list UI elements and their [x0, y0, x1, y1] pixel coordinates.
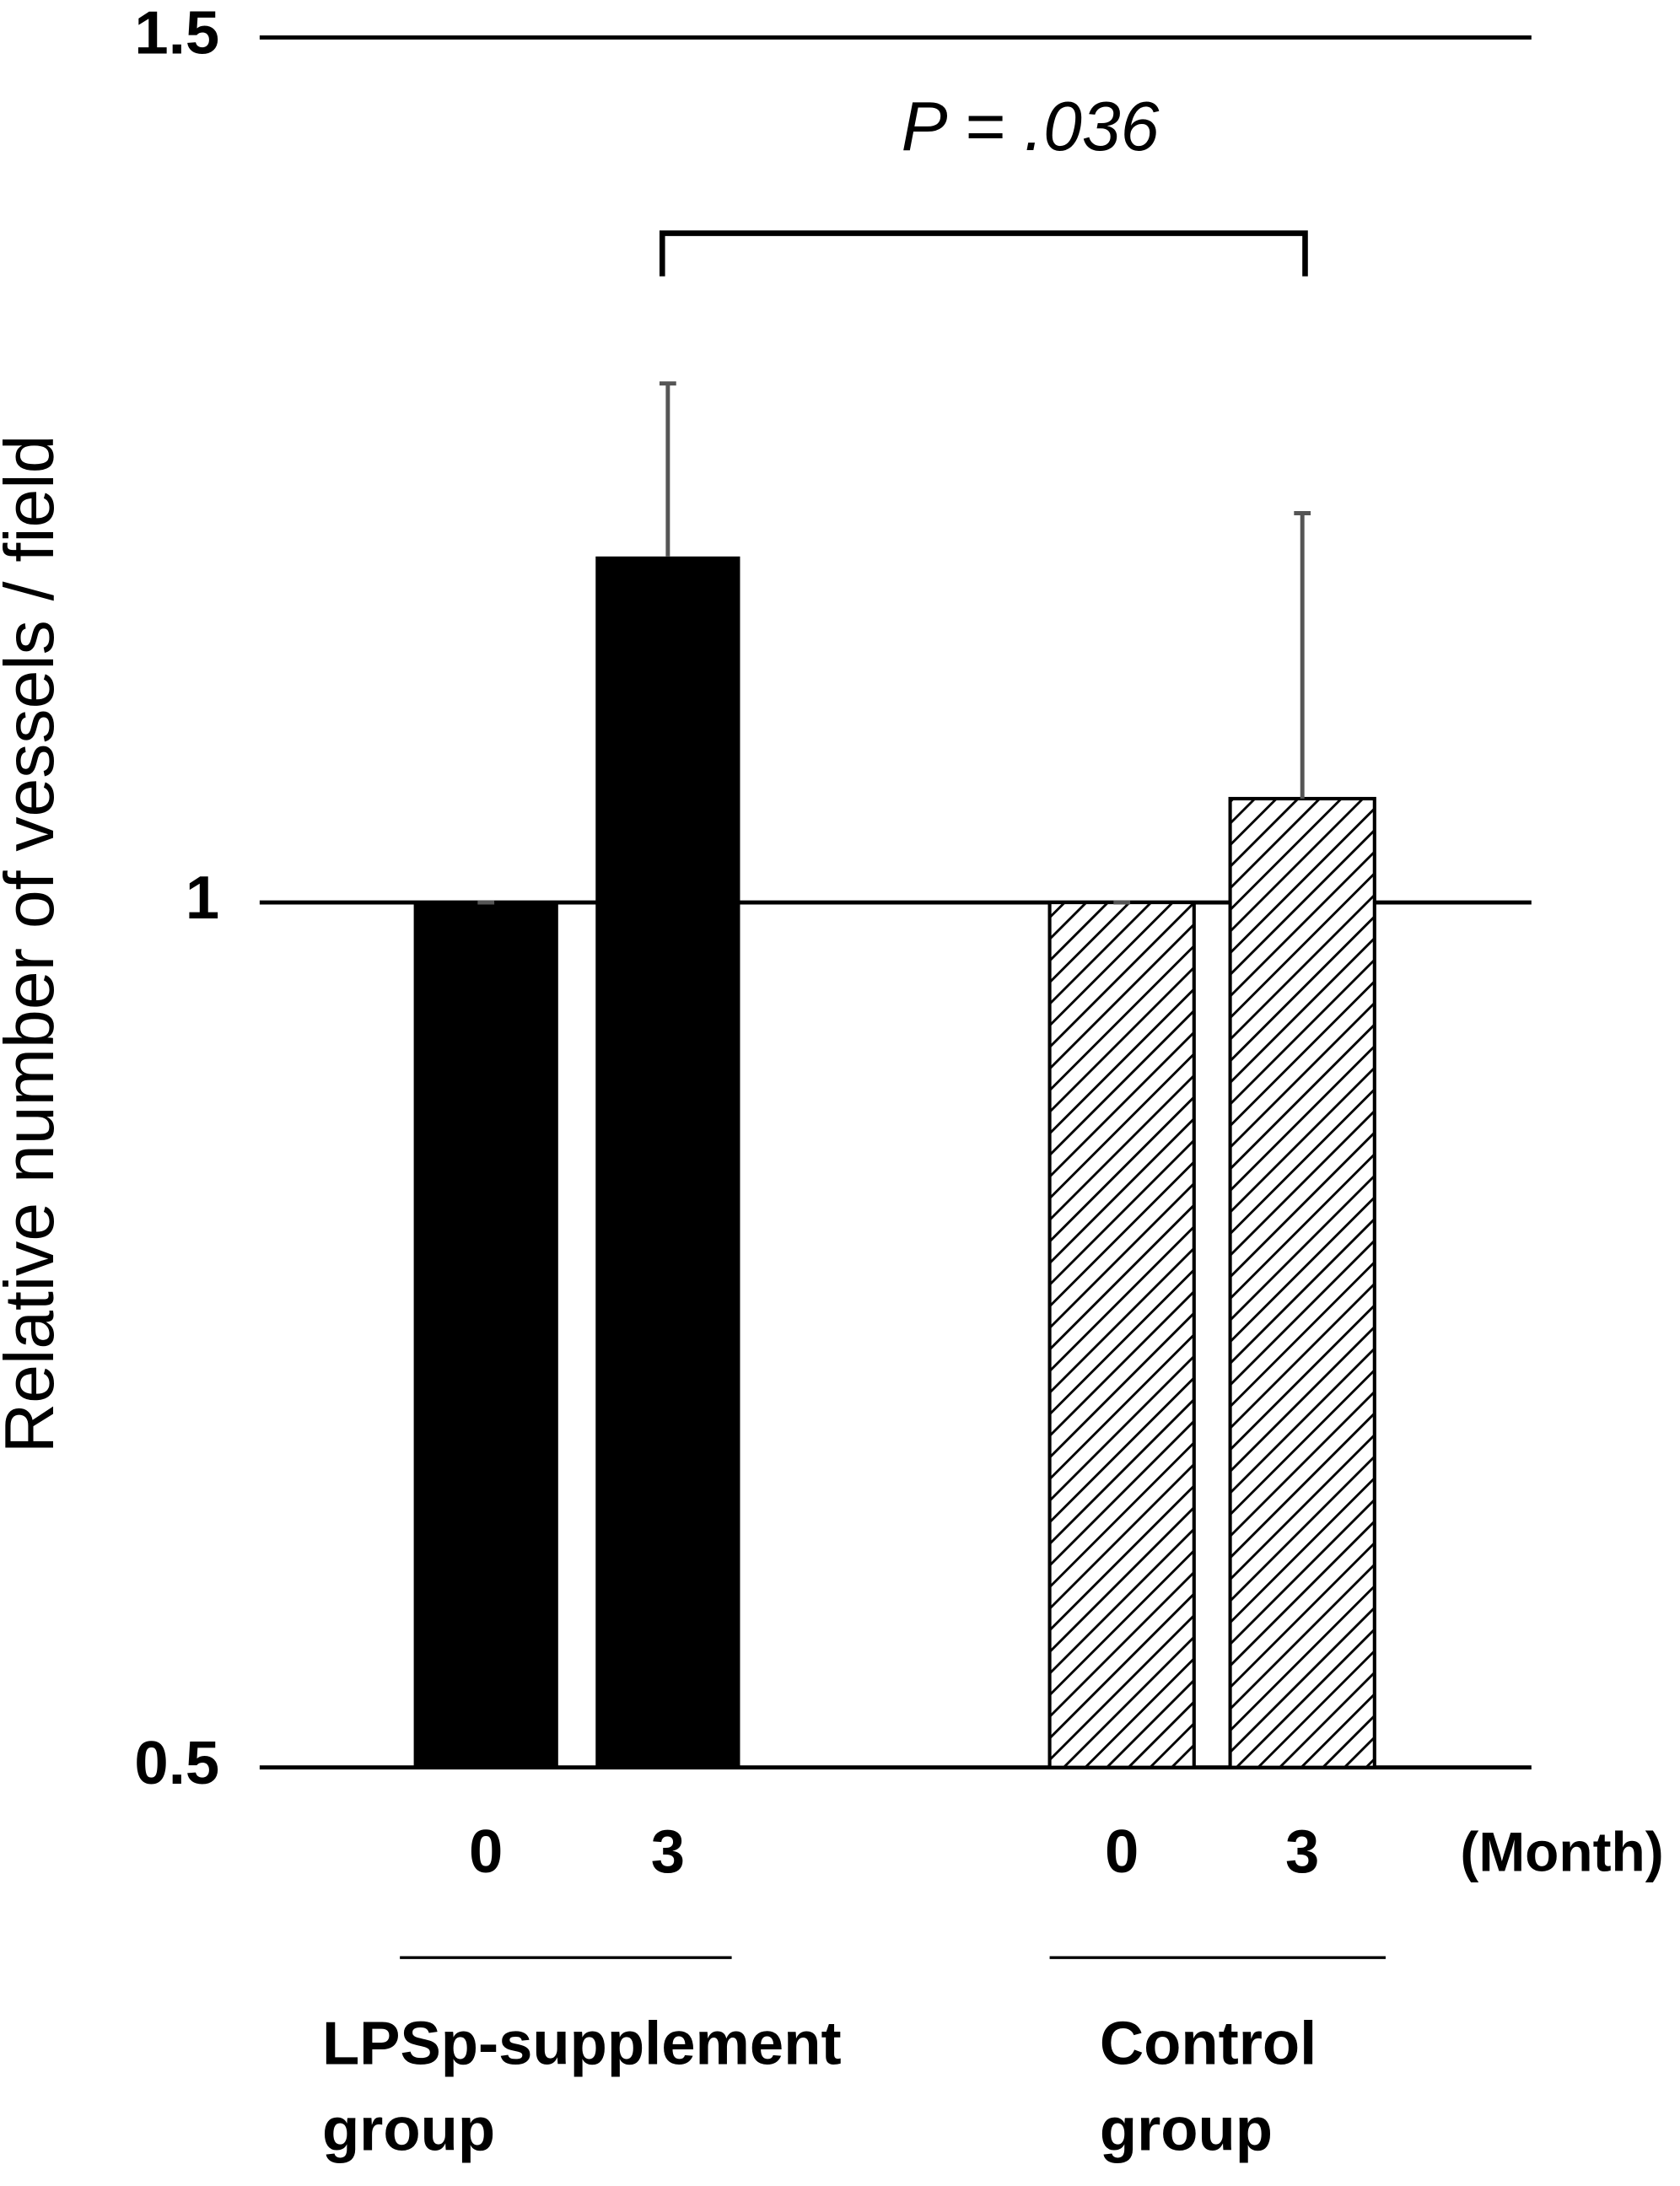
- y-tick-label: 1.5: [134, 0, 219, 67]
- y-tick-label: 1: [186, 864, 219, 932]
- x-tick-label: 0: [469, 1817, 503, 1886]
- error-bar: [659, 381, 676, 557]
- y-axis-label: Relative number of vessels / field: [0, 435, 68, 1454]
- bar: [1047, 900, 1196, 1769]
- x-tick-label: 0: [1105, 1817, 1139, 1886]
- x-tick-label: 3: [1285, 1817, 1319, 1886]
- x-tick-label: 3: [651, 1817, 685, 1886]
- error-bar: [1294, 511, 1311, 799]
- y-tick-label: 0.5: [134, 1729, 219, 1797]
- bar: [595, 556, 740, 1768]
- bar: [413, 902, 558, 1768]
- group-label: group: [322, 2095, 495, 2163]
- x-unit: (Month): [1460, 1820, 1663, 1882]
- group-label: LPSp-supplement: [322, 2009, 842, 2077]
- bar: [1228, 796, 1376, 1769]
- group-label: group: [1100, 2095, 1273, 2163]
- annotation: P = .036: [902, 88, 1160, 165]
- significance-bracket: [659, 230, 1308, 277]
- group-label: Control: [1100, 2009, 1317, 2077]
